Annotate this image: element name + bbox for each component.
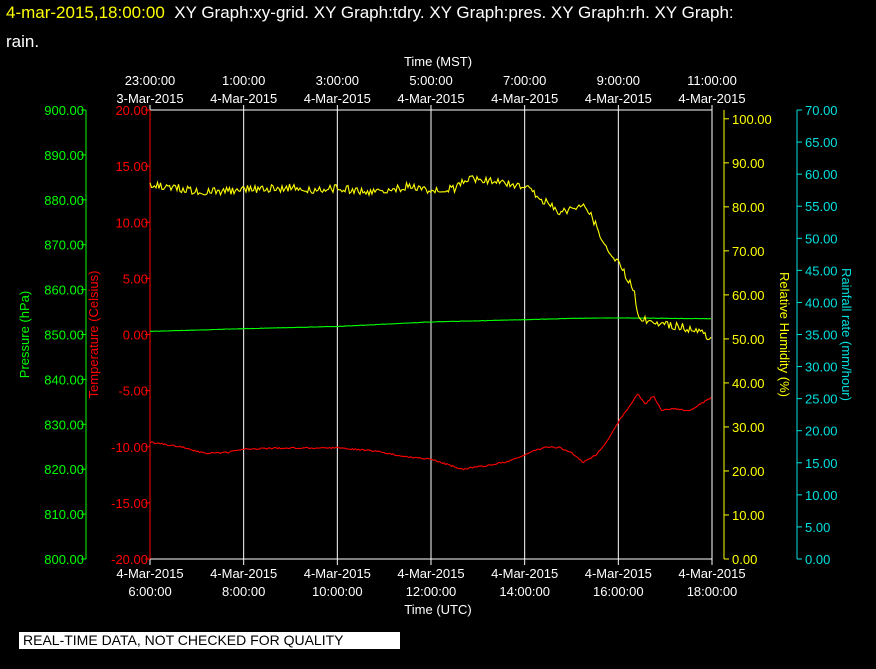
x-top-tick-time: 7:00:00	[503, 73, 546, 88]
rainfall-tick-label: 40.00	[805, 295, 838, 310]
rainfall-tick-label: 55.00	[805, 199, 838, 214]
humidity-tick-label: 80.00	[732, 200, 765, 215]
quality-warning-banner: REAL-TIME DATA, NOT CHECKED FOR QUALITY	[19, 632, 400, 649]
rainfall-tick-label: 15.00	[805, 456, 838, 471]
pressure-tick-label: 900.00	[44, 103, 84, 118]
pressure-tick-label: 870.00	[44, 238, 84, 253]
pressure-tick-label: 860.00	[44, 283, 84, 298]
x-bottom-axis-label: Time (UTC)	[404, 602, 471, 617]
temperature-series-line	[149, 393, 712, 471]
pressure-tick-label: 880.00	[44, 193, 84, 208]
humidity-tick-label: 60.00	[732, 288, 765, 303]
temperature-tick-label: -20.00	[111, 552, 148, 567]
humidity-tick-label: 40.00	[732, 376, 765, 391]
temperature-tick-label: 15.00	[115, 159, 148, 174]
x-bottom-tick-date: 4-Mar-2015	[116, 566, 183, 581]
x-bottom-tick-time: 14:00:00	[499, 584, 550, 599]
humidity-tick-label: 10.00	[732, 508, 765, 523]
temperature-tick-label: -10.00	[111, 440, 148, 455]
temperature-tick-label: 0.00	[123, 328, 148, 343]
pressure-tick-label: 850.00	[44, 328, 84, 343]
x-bottom-tick-time: 8:00:00	[222, 584, 265, 599]
x-bottom-tick-date: 4-Mar-2015	[210, 566, 277, 581]
x-top-axis-label: Time (MST)	[404, 54, 472, 69]
x-bottom-tick-date: 4-Mar-2015	[304, 566, 371, 581]
x-bottom-tick-date: 4-Mar-2015	[585, 566, 652, 581]
x-top-tick-time: 1:00:00	[222, 73, 265, 88]
humidity-axis-label: Relative Humidity (%)	[777, 272, 792, 397]
humidity-tick-label: 100.00	[732, 112, 772, 127]
x-top-tick-date: 4-Mar-2015	[491, 91, 558, 106]
x-top-tick-date: 4-Mar-2015	[397, 91, 464, 106]
humidity-tick-label: 0.00	[732, 552, 757, 567]
x-bottom-tick-time: 12:00:00	[406, 584, 457, 599]
x-top-tick-time: 23:00:00	[125, 73, 176, 88]
x-bottom-tick-date: 4-Mar-2015	[491, 566, 558, 581]
humidity-series-line	[149, 174, 712, 341]
temperature-axis-label: Temperature (Celsius)	[86, 271, 101, 399]
temperature-tick-label: 10.00	[115, 215, 148, 230]
humidity-tick-label: 30.00	[732, 420, 765, 435]
rainfall-tick-label: 35.00	[805, 328, 838, 343]
rainfall-tick-label: 50.00	[805, 231, 838, 246]
temperature-tick-label: 5.00	[123, 271, 148, 286]
header-datetime: 4-mar-2015,18:00:00	[6, 3, 165, 22]
humidity-tick-label: 50.00	[732, 332, 765, 347]
x-bottom-tick-time: 18:00:00	[687, 584, 738, 599]
rainfall-tick-label: 45.00	[805, 263, 838, 278]
humidity-tick-label: 20.00	[732, 464, 765, 479]
x-top-tick-date: 4-Mar-2015	[304, 91, 371, 106]
rainfall-tick-label: 70.00	[805, 103, 838, 118]
rainfall-tick-label: 25.00	[805, 392, 838, 407]
x-bottom-tick-time: 16:00:00	[593, 584, 644, 599]
humidity-tick-label: 70.00	[732, 244, 765, 259]
pressure-tick-label: 830.00	[44, 417, 84, 432]
x-top-tick-time: 5:00:00	[409, 73, 452, 88]
rainfall-tick-label: 0.00	[805, 552, 830, 567]
pressure-tick-label: 800.00	[44, 552, 84, 567]
x-bottom-tick-date: 4-Mar-2015	[678, 566, 745, 581]
x-top-tick-date: 4-Mar-2015	[210, 91, 277, 106]
rainfall-tick-label: 30.00	[805, 360, 838, 375]
pressure-tick-label: 840.00	[44, 372, 84, 387]
rainfall-axis-label: Rainfall rate (mm/hour)	[839, 268, 854, 401]
pressure-tick-label: 820.00	[44, 462, 84, 477]
x-bottom-tick-time: 6:00:00	[128, 584, 171, 599]
x-bottom-tick-date: 4-Mar-2015	[397, 566, 464, 581]
temperature-tick-label: -15.00	[111, 496, 148, 511]
pressure-series-line	[149, 317, 711, 332]
header-graph-list-continued: rain.	[6, 32, 40, 51]
graph-header-line-2: rain.	[6, 32, 39, 52]
x-top-tick-time: 3:00:00	[316, 73, 359, 88]
pressure-tick-label: 810.00	[44, 507, 84, 522]
header-graph-list: XY Graph:xy-grid. XY Graph:tdry. XY Grap…	[174, 3, 734, 22]
pressure-tick-label: 890.00	[44, 148, 84, 163]
x-top-tick-date: 3-Mar-2015	[116, 91, 183, 106]
x-top-tick-time: 11:00:00	[687, 73, 737, 88]
humidity-tick-label: 90.00	[732, 156, 765, 171]
x-top-tick-date: 4-Mar-2015	[678, 91, 745, 106]
rainfall-tick-label: 60.00	[805, 167, 838, 182]
rainfall-tick-label: 5.00	[805, 520, 830, 535]
temperature-tick-label: -5.00	[118, 384, 148, 399]
rainfall-tick-label: 65.00	[805, 135, 838, 150]
temperature-tick-label: 20.00	[115, 103, 148, 118]
graph-header-line-1: 4-mar-2015,18:00:00 XY Graph:xy-grid. XY…	[6, 3, 734, 23]
rainfall-tick-label: 10.00	[805, 488, 838, 503]
rainfall-tick-label: 20.00	[805, 424, 838, 439]
x-top-tick-date: 4-Mar-2015	[585, 91, 652, 106]
x-top-tick-time: 9:00:00	[597, 73, 640, 88]
pressure-axis-label: Pressure (hPa)	[17, 291, 32, 378]
x-bottom-tick-time: 10:00:00	[312, 584, 363, 599]
